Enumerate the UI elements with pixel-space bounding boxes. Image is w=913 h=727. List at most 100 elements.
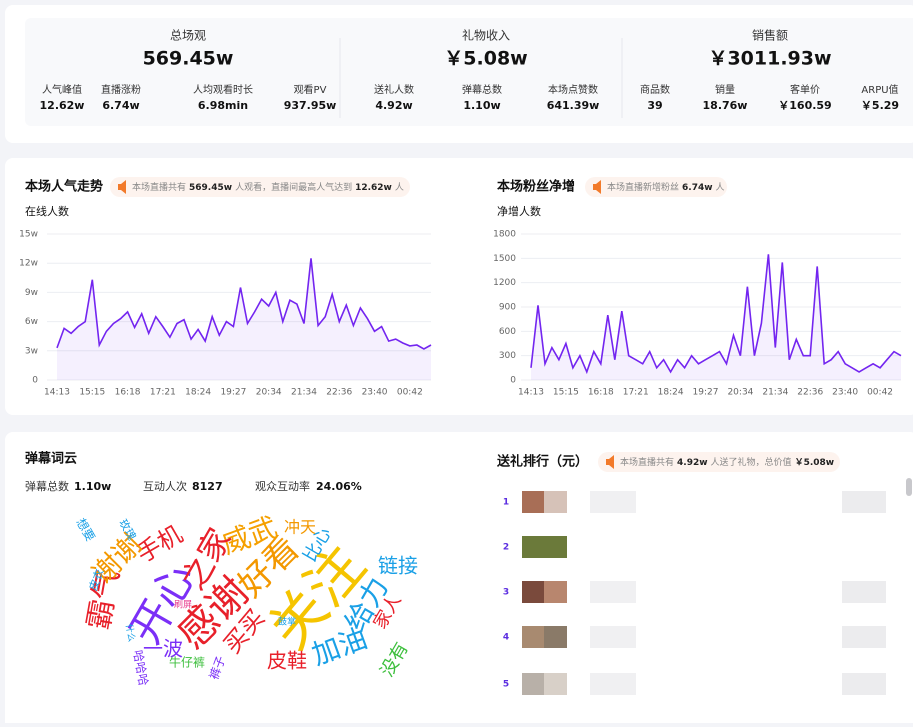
x-tick-label: 18:24 <box>185 388 211 398</box>
cloud-stat-value: 8127 <box>192 480 223 493</box>
note-part: 12.62w <box>355 183 392 193</box>
x-tick-label: 17:21 <box>623 388 649 398</box>
y-axis-label: 净增人数 <box>497 204 541 218</box>
note-part: 569.45w <box>189 183 232 193</box>
x-tick-label: 22:36 <box>797 388 823 398</box>
x-tick-label: 18:24 <box>658 388 684 398</box>
note-part: 人 <box>716 182 725 193</box>
area-fill <box>531 254 901 380</box>
avatar <box>544 581 567 603</box>
note-part: 本场直播共有 <box>132 181 186 193</box>
cloud-stat-label: 弹幕总数 <box>25 479 69 493</box>
line <box>530 254 902 375</box>
y-tick-label: 0 <box>510 376 516 386</box>
note-part: 本场直播新增粉丝 <box>607 181 679 193</box>
x-tick-label: 15:15 <box>553 388 579 398</box>
x-tick-label: 16:18 <box>115 388 141 398</box>
y-tick-label: 600 <box>499 327 516 337</box>
cloud-stat-value: 1.10w <box>74 480 111 493</box>
cloud-stat-value: 24.06% <box>316 480 362 493</box>
blurred-name <box>590 536 636 558</box>
line <box>56 258 432 350</box>
avatar <box>522 626 544 648</box>
cloud-stat-label: 互动人次 <box>143 479 187 493</box>
note-part: 人观看，直播间最高人气达到 <box>235 181 352 193</box>
cloud-stat-label: 观众互动率 <box>255 479 310 493</box>
stat-item-value: 937.95w <box>284 99 337 112</box>
rank-number: 5 <box>503 680 509 690</box>
bottom-card <box>5 432 913 727</box>
x-tick-label: 00:42 <box>867 388 893 398</box>
cloud-word: 链接 <box>378 554 418 578</box>
note-part: 4.92w <box>677 458 708 468</box>
scrollbar <box>906 478 912 496</box>
y-tick-label: 1200 <box>493 278 516 288</box>
blurred-value <box>842 491 886 513</box>
stat-label: 人均观看时长 <box>193 83 253 96</box>
cloud-word: 鼓掌 <box>278 616 296 628</box>
stat-label: 客单价 <box>790 83 820 96</box>
stat-title: 总场观 <box>170 29 206 43</box>
stat-title: 礼物收入 <box>462 28 510 43</box>
blurred-name <box>590 626 636 648</box>
y-tick-label: 3w <box>25 346 38 356</box>
note-part: 人送了礼物，总价值 <box>711 456 792 468</box>
y-tick-label: 1500 <box>493 254 516 264</box>
x-tick-label: 19:27 <box>220 388 246 398</box>
x-tick-label: 22:36 <box>326 388 352 398</box>
note-icon <box>593 180 601 194</box>
note-icon <box>606 455 614 469</box>
area-fill <box>57 258 431 380</box>
cloud-word: 哈哈哈 <box>130 649 150 687</box>
blurred-value <box>842 536 886 558</box>
y-tick-label: 300 <box>499 351 516 361</box>
stat-item-value: 4.92w <box>375 99 412 112</box>
note-part: ￥5.08w <box>795 457 835 468</box>
cloud-word: 一波 <box>143 637 183 661</box>
x-tick-label: 20:34 <box>727 388 753 398</box>
note-part: 6.74w <box>682 183 713 193</box>
rank-number: 4 <box>503 633 509 643</box>
section-title: 弹幕词云 <box>25 451 77 467</box>
avatar <box>544 491 567 513</box>
stat-item-value: 12.62w <box>40 99 85 112</box>
note-icon <box>118 180 126 194</box>
avatar <box>544 673 567 695</box>
stat-item-value: 39 <box>647 99 662 112</box>
x-tick-label: 15:15 <box>79 388 105 398</box>
stat-label: 本场点赞数 <box>548 83 598 96</box>
x-tick-label: 21:34 <box>762 388 788 398</box>
blurred-name <box>590 491 636 513</box>
avatar <box>522 536 544 558</box>
stats-panel <box>25 18 913 126</box>
rank-number: 2 <box>503 543 509 553</box>
chart-title: 本场粉丝净增 <box>497 179 575 195</box>
cloud-word: 牛仔裤 <box>169 655 205 670</box>
stat-item-value: 641.39w <box>547 99 600 112</box>
rank-number: 1 <box>503 498 509 508</box>
blurred-value <box>842 626 886 648</box>
cloud-word: 冲天 <box>284 518 316 537</box>
stat-label: 直播涨粉 <box>101 83 141 96</box>
x-tick-label: 23:40 <box>362 388 388 398</box>
y-tick-label: 12w <box>19 259 38 269</box>
stat-label: ARPU值 <box>861 83 898 96</box>
x-tick-label: 16:18 <box>588 388 614 398</box>
stat-label: 人气峰值 <box>42 83 82 96</box>
blurred-value <box>842 581 886 603</box>
rank-number: 3 <box>503 588 509 598</box>
stat-value: ￥5.08w <box>444 48 527 70</box>
cloud-word: 刷屏 <box>174 600 192 611</box>
avatar <box>522 673 544 695</box>
blurred-name <box>590 673 636 695</box>
note: 本场直播共有 4.92w 人送了礼物，总价值 ￥5.08w <box>620 456 834 468</box>
y-axis-label: 在线人数 <box>25 204 69 218</box>
cloud-word: 皮鞋 <box>267 649 307 673</box>
x-tick-label: 19:27 <box>693 388 719 398</box>
note-part: 人 <box>395 182 404 193</box>
x-tick-label: 14:13 <box>44 388 70 398</box>
note-box <box>598 452 840 472</box>
x-tick-label: 17:21 <box>150 388 176 398</box>
avatar <box>522 581 544 603</box>
